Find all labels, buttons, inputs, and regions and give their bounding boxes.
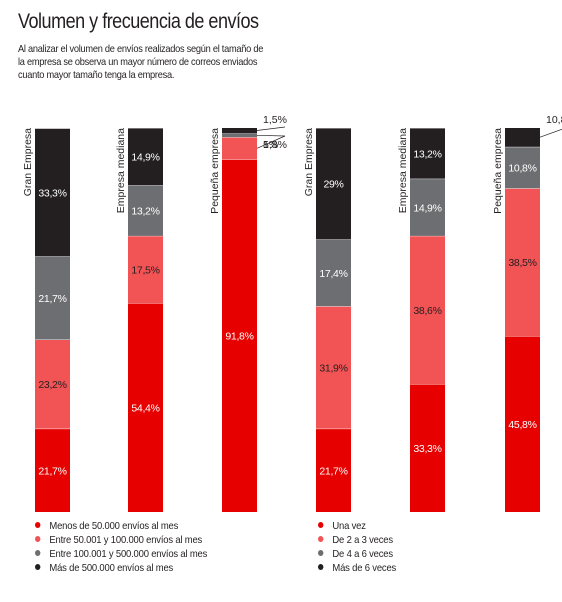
legend-item-volume-1: Menos de 50.000 envíos al mes [35, 520, 178, 532]
category-label-frequency-empresa-mediana: Empresa mediana [397, 128, 409, 213]
bar-frequency-pequena-empresa-series-1 [505, 336, 540, 512]
legend-label: Más de 500.000 envíos al mes [49, 562, 174, 574]
value-label-frequency-gran-empresa-series-4: 29% [323, 179, 343, 191]
chart-title: Volumen y frecuencia de envíos [18, 10, 259, 33]
value-label-volume-empresa-mediana-series-2: 17,5% [131, 265, 159, 277]
legend-dot [35, 564, 41, 571]
bar-volume-empresa-mediana-series-1 [128, 303, 163, 512]
legend-item-volume-2: Entre 50.001 y 100.000 envíos al mes [35, 534, 202, 546]
value-label-frequency-pequena-empresa-series-4: 10,8% [546, 114, 562, 126]
bar-volume-gran-empresa-series-1 [35, 428, 70, 512]
bar-volume-pequena-empresa-series-2 [222, 137, 257, 160]
bar-volume-empresa-mediana-series-4 [128, 128, 163, 186]
bar-volume-gran-empresa-series-2 [35, 339, 70, 429]
value-label-frequency-pequena-empresa-series-2: 38,5% [508, 257, 536, 269]
category-label-frequency-pequena-empresa: Pequeña empresa [492, 128, 504, 214]
value-label-volume-pequena-empresa-series-2: 5,8% [263, 139, 287, 151]
bar-frequency-pequena-empresa-series-4 [505, 127, 540, 147]
legend-label: Una vez [332, 520, 366, 532]
legend-dot [318, 536, 324, 543]
leader-line-volume-pequena-empresa-series-3 [256, 134, 286, 137]
value-label-frequency-empresa-mediana-series-1: 33,3% [413, 443, 441, 455]
bar-frequency-empresa-mediana-series-4 [410, 128, 445, 179]
category-label-volume-gran-empresa: Gran Empresa [22, 128, 34, 196]
bar-volume-pequena-empresa-series-4 [222, 127, 257, 134]
value-label-frequency-empresa-mediana-series-2: 38,6% [413, 305, 441, 317]
value-label-volume-pequena-empresa-series-1: 91,8% [225, 331, 253, 343]
bar-volume-gran-empresa-series-4 [35, 128, 70, 257]
legend-volume: Menos de 50.000 envíos al mes Entre 50.0… [35, 520, 275, 590]
value-label-volume-gran-empresa-series-1: 21,7% [38, 465, 66, 477]
value-label-frequency-pequena-empresa-series-1: 45,8% [508, 419, 536, 431]
value-label-volume-gran-empresa-series-4: 33,3% [38, 187, 66, 199]
value-label-frequency-pequena-empresa-series-3: 10,8% [508, 163, 536, 175]
legend-label: Más de 6 veces [332, 562, 397, 574]
legend-dot [318, 550, 324, 557]
category-label-volume-pequena-empresa: Pequeña empresa [209, 128, 221, 214]
bar-volume-pequena-empresa-series-3 [222, 133, 257, 138]
bar-frequency-pequena-empresa-series-2 [505, 188, 540, 337]
legend-label: Menos de 50.000 envíos al mes [49, 520, 179, 532]
bar-frequency-gran-empresa-series-4 [316, 128, 351, 240]
bar-volume-empresa-mediana-series-2 [128, 235, 163, 304]
legend-item-frequency-1: Una vez [318, 520, 366, 532]
legend-item-frequency-4: Más de 6 veces [318, 562, 396, 574]
subtitle-line-3: cuanto mayor tamaño tenga la empresa. [18, 69, 175, 81]
bar-volume-pequena-empresa-series-1 [222, 159, 257, 513]
subtitle-line-1: Al analizar el volumen de envíos realiza… [18, 43, 264, 55]
legend-label: De 4 a 6 veces [332, 548, 393, 560]
value-label-volume-gran-empresa-series-3: 21,7% [38, 293, 66, 305]
chart-subtitle: Al analizar el volumen de envíos realiza… [18, 43, 282, 82]
value-label-frequency-gran-empresa-series-2: 31,9% [319, 362, 347, 374]
legend-dot [35, 550, 41, 557]
bar-frequency-empresa-mediana-series-2 [410, 235, 445, 385]
value-label-volume-empresa-mediana-series-3: 13,2% [131, 206, 159, 218]
legend-label: Entre 100.001 y 500.000 envíos al mes [49, 548, 208, 560]
bar-frequency-empresa-mediana-series-3 [410, 178, 445, 236]
value-label-frequency-gran-empresa-series-3: 17,4% [319, 268, 347, 280]
leader-line-frequency-pequena-empresa-series-4 [539, 128, 562, 138]
bar-frequency-pequena-empresa-series-3 [505, 146, 540, 189]
legend-label: De 2 a 3 veces [332, 534, 393, 546]
bar-volume-empresa-mediana-series-3 [128, 185, 163, 236]
value-label-frequency-empresa-mediana-series-4: 13,2% [413, 148, 441, 160]
value-label-volume-gran-empresa-series-2: 23,2% [38, 379, 66, 391]
subtitle-line-2: la empresa se observa un mayor número de… [18, 56, 258, 68]
legend-dot [318, 564, 324, 571]
bar-frequency-gran-empresa-series-1 [316, 428, 351, 512]
value-label-volume-pequena-empresa-series-3: 1% [263, 139, 278, 151]
legend-item-frequency-2: De 2 a 3 veces [318, 534, 393, 546]
category-label-volume-empresa-mediana: Empresa mediana [115, 128, 127, 213]
value-label-volume-empresa-mediana-series-1: 54,4% [131, 403, 159, 415]
bar-frequency-empresa-mediana-series-1 [410, 384, 445, 512]
leader-line-volume-pequena-empresa-series-4 [256, 126, 286, 131]
value-label-volume-empresa-mediana-series-4: 14,9% [131, 152, 159, 164]
legend-item-volume-4: Más de 500.000 envíos al mes [35, 562, 173, 574]
value-label-frequency-empresa-mediana-series-3: 14,9% [413, 202, 441, 214]
value-label-volume-pequena-empresa-series-4: 1,5% [263, 114, 287, 126]
leader-line-volume-pequena-empresa-series-2 [256, 135, 286, 149]
legend-dot [35, 536, 41, 543]
legend-frequency: Una vez De 2 a 3 veces De 4 a 6 veces Má… [318, 520, 518, 590]
value-label-frequency-gran-empresa-series-1: 21,7% [319, 465, 347, 477]
legend-item-frequency-3: De 4 a 6 veces [318, 548, 393, 560]
legend-dot [318, 522, 324, 529]
category-label-frequency-gran-empresa: Gran Empresa [303, 128, 315, 196]
legend-label: Entre 50.001 y 100.000 envíos al mes [49, 534, 203, 546]
bar-frequency-gran-empresa-series-3 [316, 239, 351, 307]
legend-dot [35, 522, 41, 529]
bar-volume-gran-empresa-series-3 [35, 256, 70, 340]
legend-item-volume-3: Entre 100.001 y 500.000 envíos al mes [35, 548, 207, 560]
bar-frequency-gran-empresa-series-2 [316, 306, 351, 429]
